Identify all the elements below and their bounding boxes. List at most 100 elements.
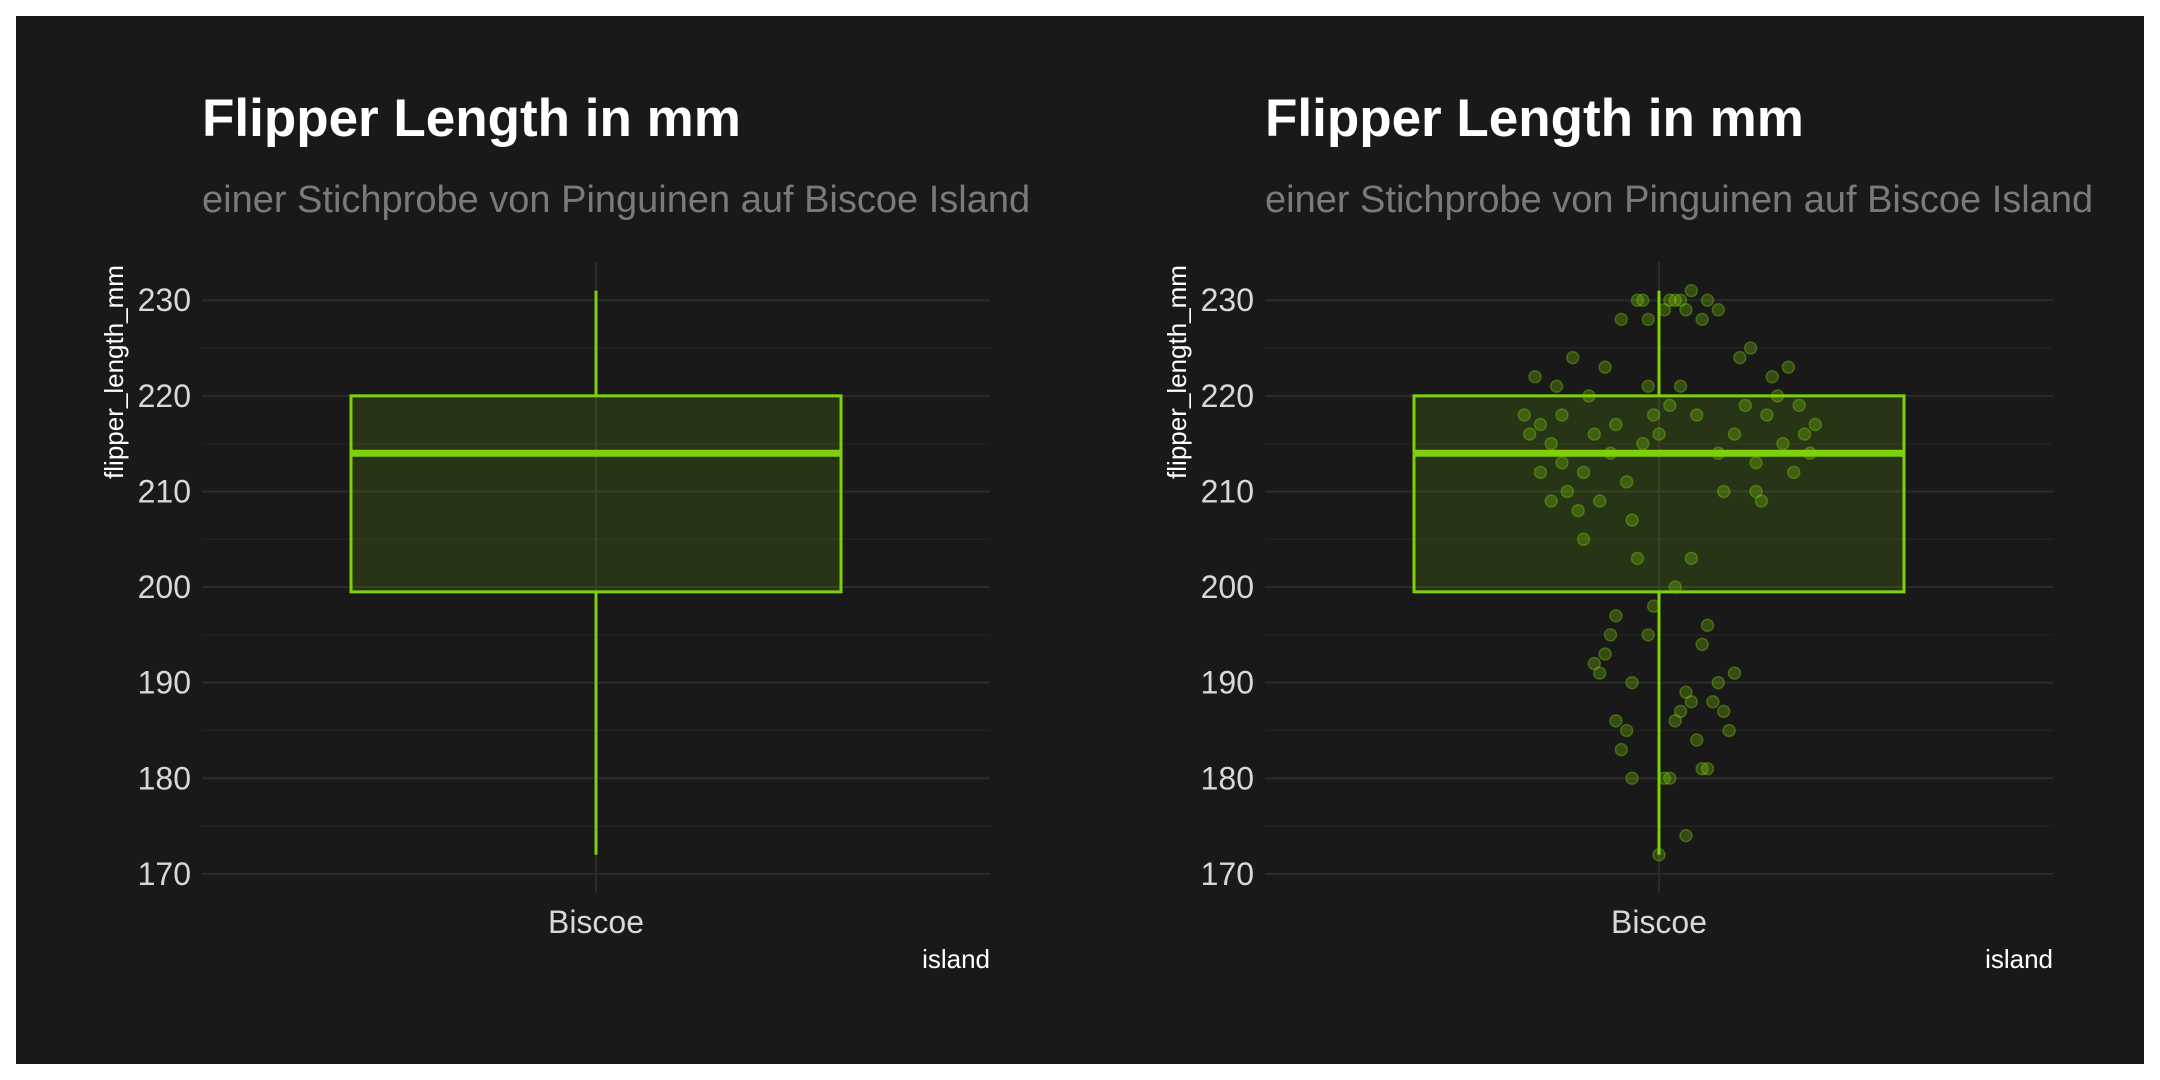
x-tick-label: Biscoe (1611, 904, 1707, 940)
jitter-point (1619, 723, 1634, 738)
figure-canvas: Flipper Length in mm einer Stichprobe vo… (16, 16, 2144, 1064)
jitter-point (1619, 475, 1634, 489)
y-tick-labels: 170 180 190 200 210 220 230 (1201, 282, 1254, 892)
jitter-point (1727, 666, 1742, 680)
jitter-point (1598, 647, 1612, 661)
y-tick-label: 190 (138, 665, 191, 701)
jitter-point (1609, 714, 1623, 728)
jitter-point (1657, 771, 1672, 786)
jitter-point (1517, 408, 1531, 422)
jitter-point (1652, 848, 1666, 862)
jitter-point (1706, 695, 1720, 709)
jitter-point (1695, 637, 1709, 652)
jitter-point (1663, 771, 1677, 786)
y-tick-label: 180 (1201, 760, 1254, 796)
y-tick-label: 170 (138, 856, 191, 892)
jitter-point (1770, 389, 1785, 403)
jitter-point (1641, 628, 1655, 642)
jitter-point (1582, 389, 1596, 403)
jitter-point (1749, 456, 1763, 470)
jitter-point (1754, 494, 1769, 508)
jitter-point (1549, 379, 1564, 394)
y-axis-label: flipper_length_mm (99, 265, 129, 479)
jitter-point (1609, 417, 1623, 432)
jitter-point (1808, 417, 1823, 432)
jitter-point (1716, 484, 1731, 499)
chart-subtitle: einer Stichprobe von Pinguinen auf Bisco… (202, 179, 1030, 221)
chart-title: Flipper Length in mm (202, 89, 741, 148)
jitter-point (1646, 599, 1661, 613)
jitter-point (1630, 551, 1645, 566)
jitter-point (1533, 465, 1548, 480)
jitter-point (1679, 303, 1693, 317)
jitter-point (1684, 551, 1699, 566)
jitter-point (1576, 532, 1591, 547)
jitter-point (1533, 417, 1548, 432)
jitter-point (1663, 293, 1677, 307)
jitter-point (1625, 675, 1639, 690)
jitter-point (1641, 312, 1655, 327)
jitter-point (1571, 503, 1585, 518)
jitter-point (1555, 456, 1569, 470)
jitter-point (1738, 398, 1752, 413)
jitter-point (1576, 465, 1591, 480)
box-marks (1412, 283, 1906, 862)
y-tick-label: 230 (138, 282, 191, 318)
box-marks (349, 290, 843, 855)
x-tick-label: Biscoe (548, 904, 644, 940)
jitter-point (1765, 369, 1779, 384)
y-tick-label: 200 (1201, 569, 1254, 605)
y-tick-label: 220 (138, 378, 191, 414)
iqr-box (349, 394, 843, 594)
jitter-point (1673, 379, 1688, 394)
jitter-point (1609, 608, 1623, 623)
jitter-point (1781, 360, 1796, 374)
y-tick-label: 210 (138, 473, 191, 509)
jitter-point (1776, 436, 1790, 451)
chart-title: Flipper Length in mm (1265, 89, 1804, 148)
jitter-point (1668, 293, 1682, 307)
jitter-point (1716, 704, 1731, 719)
jitter-point (1544, 436, 1558, 451)
jitter-point (1700, 618, 1715, 633)
x-axis-label: island (922, 944, 990, 974)
jitter-point (1727, 427, 1742, 441)
jitter-point (1679, 828, 1693, 843)
jitter-point (1592, 666, 1607, 680)
jitter-point (1560, 484, 1575, 499)
jitter-point (1695, 761, 1709, 776)
jitter-point (1528, 369, 1542, 384)
jitter-point (1679, 685, 1693, 699)
jitter-point (1614, 742, 1629, 757)
jitter-point (1592, 494, 1607, 508)
jitter-point (1792, 398, 1806, 413)
iqr-box (1412, 394, 1906, 594)
y-tick-label: 190 (1201, 665, 1254, 701)
jitter-point (1544, 494, 1558, 508)
y-tick-label: 200 (138, 569, 191, 605)
jitter-point (1760, 408, 1774, 422)
jitter-point (1684, 283, 1699, 298)
jitter-point (1652, 427, 1666, 441)
jitter-point (1695, 312, 1709, 327)
jitter-point (1673, 704, 1688, 719)
jitter-point (1646, 408, 1661, 422)
jitter-point (1614, 312, 1629, 327)
jitter-point (1636, 293, 1650, 307)
jitter-point (1689, 408, 1704, 422)
jitter-point (1673, 293, 1688, 307)
jitter-point (1587, 427, 1602, 441)
y-axis-label: flipper_length_mm (1162, 265, 1192, 479)
jitter-point (1711, 675, 1726, 690)
jitter-point (1641, 379, 1655, 394)
jitter-point (1749, 484, 1763, 499)
jitter-point (1625, 513, 1639, 527)
jitter-point (1522, 427, 1537, 441)
box-plot-panel-left: Flipper Length in mm einer Stichprobe vo… (99, 89, 1030, 974)
jitter-point (1787, 465, 1801, 480)
jitter-point (1630, 293, 1645, 307)
jitter-point (1797, 427, 1812, 441)
jitter-point (1603, 628, 1618, 642)
y-tick-label: 170 (1201, 856, 1254, 892)
box-plot-panel-right: Flipper Length in mm einer Stichprobe vo… (1162, 89, 2093, 974)
